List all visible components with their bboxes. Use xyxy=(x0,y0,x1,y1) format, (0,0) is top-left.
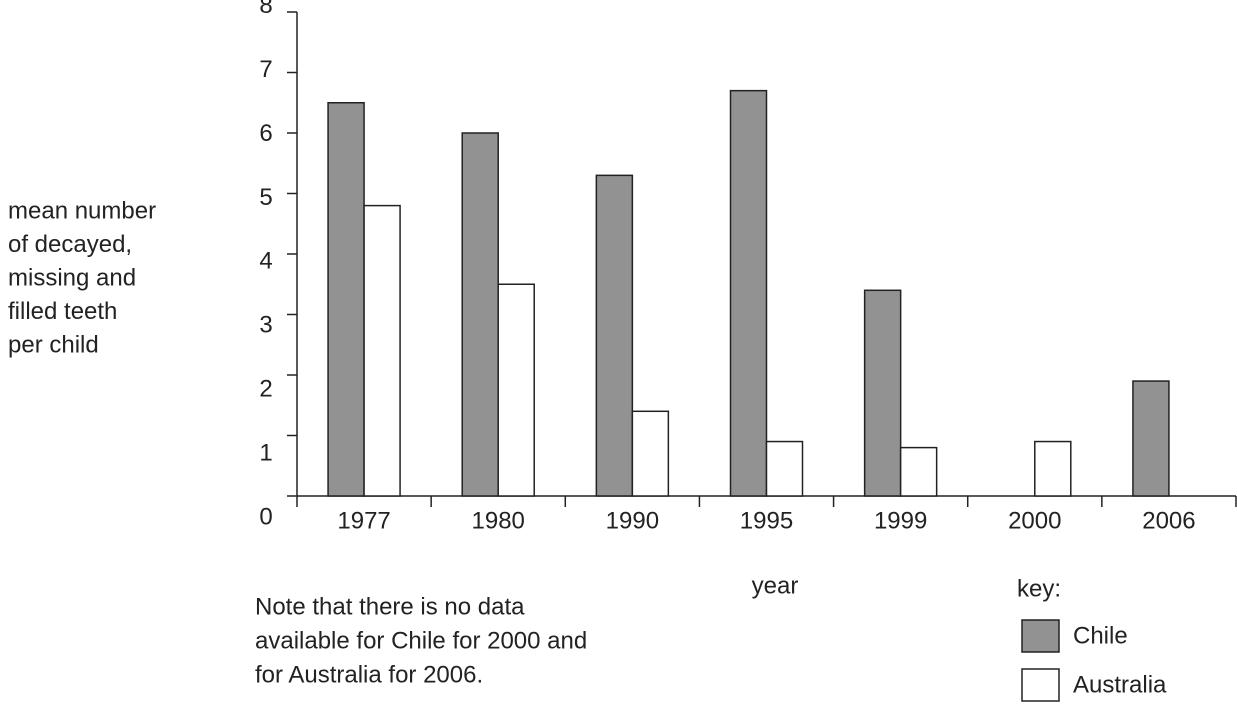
bar xyxy=(899,446,938,497)
y-tick-label: 6 xyxy=(259,120,272,147)
y-tick-label: 2 xyxy=(259,376,272,403)
legend-label: Chile xyxy=(1073,622,1128,649)
bar xyxy=(363,204,401,497)
legend-title: key: xyxy=(1017,575,1061,602)
x-tick-label: 2006 xyxy=(1142,507,1195,534)
y-axis-label: per child xyxy=(8,331,99,358)
y-axis-label: mean number xyxy=(8,197,156,224)
y-tick-label: 8 xyxy=(259,0,272,19)
note: for Australia for 2006. xyxy=(255,661,483,688)
bar xyxy=(729,89,768,497)
x-tick-label: 1995 xyxy=(740,507,793,534)
y-axis-label: filled teeth xyxy=(8,298,117,325)
legend-swatch xyxy=(1021,668,1060,702)
y-axis-label: of decayed, xyxy=(8,231,132,258)
bar xyxy=(497,283,535,497)
note: available for Chile for 2000 and xyxy=(255,627,587,654)
x-tick-label: 2000 xyxy=(1008,507,1061,534)
y-tick-label: 5 xyxy=(259,184,272,211)
bar xyxy=(1132,380,1170,497)
legend-label: Australia xyxy=(1073,671,1167,698)
x-tick-label: 1999 xyxy=(874,507,927,534)
y-axis-label: missing and xyxy=(8,264,136,291)
y-tick-label: 7 xyxy=(259,56,272,83)
note: Note that there is no data xyxy=(255,593,525,620)
x-axis-label: year xyxy=(752,572,799,599)
y-tick-label: 1 xyxy=(259,439,272,466)
x-tick-label: 1990 xyxy=(606,507,659,534)
y-tick-label: 4 xyxy=(259,248,272,275)
bar xyxy=(631,410,670,497)
x-tick-label: 1977 xyxy=(337,507,390,534)
x-tick-label: 1980 xyxy=(472,507,525,534)
legend-swatch xyxy=(1021,619,1060,653)
bar xyxy=(765,440,804,497)
bar xyxy=(461,132,499,497)
y-tick-label: 3 xyxy=(259,312,272,339)
bar xyxy=(1034,440,1072,497)
bar xyxy=(863,289,902,497)
bar xyxy=(595,174,634,497)
bar xyxy=(327,102,365,497)
y-tick-label: 0 xyxy=(259,503,272,530)
